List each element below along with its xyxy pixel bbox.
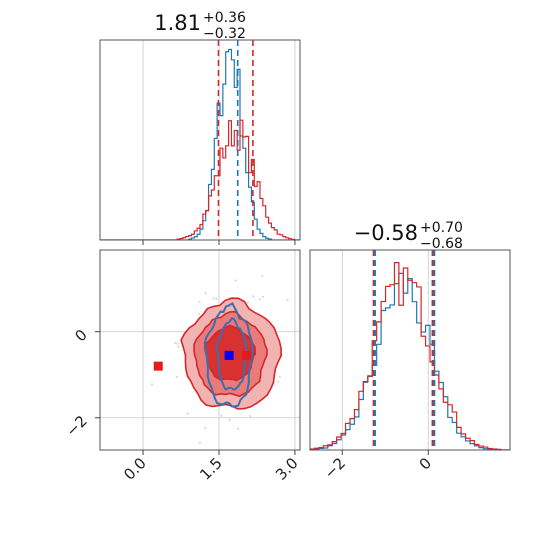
scatter-point — [236, 427, 240, 430]
contour-blue-1 — [215, 317, 248, 391]
marker-point-2 — [242, 350, 252, 360]
scatter-point — [234, 279, 237, 282]
scatter-point — [212, 297, 215, 300]
scatter-point — [261, 295, 265, 299]
right-histogram-frame — [309, 249, 511, 451]
scatter-point — [301, 327, 303, 329]
hist-top-series-1 — [100, 119, 300, 240]
hist-right-series-0 — [310, 272, 510, 450]
joint-y-tick-label: −2 — [62, 412, 90, 440]
param2-title-plus: +0.70 — [420, 220, 463, 236]
param1-title-median: 1.81 — [154, 11, 201, 35]
scatter-point — [277, 380, 280, 383]
scatter-point — [228, 418, 231, 422]
scatter-point — [286, 298, 289, 302]
scatter-point — [246, 301, 250, 304]
scatter-point — [197, 312, 201, 316]
scatter-point — [198, 441, 202, 444]
param2-title: −0.58 +0.70−0.68 — [354, 220, 463, 252]
joint-y-tick-label: 0 — [71, 326, 90, 345]
scatter-point — [278, 375, 282, 379]
param1-title: 1.81 +0.36−0.32 — [154, 10, 246, 42]
right-x-tick-label: −2 — [321, 454, 349, 482]
scatter-point — [258, 298, 262, 301]
scatter-point — [198, 300, 201, 304]
joint-x-tick-label: 1.5 — [196, 454, 226, 484]
marker-point-1 — [224, 350, 234, 360]
joint-x-tick-label: 3.0 — [272, 454, 302, 484]
joint-x-tick-label: 0.0 — [120, 454, 150, 484]
scatter-point — [176, 342, 179, 345]
scatter-point — [177, 345, 180, 348]
param2-title-median: −0.58 — [354, 221, 418, 245]
hist-right-series-1 — [310, 262, 510, 450]
scatter-point — [249, 414, 252, 418]
scatter-point — [220, 414, 223, 417]
contour-blue-0 — [203, 301, 254, 408]
scatter-point — [306, 318, 308, 320]
marker-point-0 — [153, 361, 163, 371]
top-histogram-frame — [99, 39, 301, 241]
param2-title-minus: −0.68 — [420, 236, 463, 252]
right-x-tick-label: 0 — [416, 454, 435, 473]
scatter-point — [175, 375, 179, 378]
scatter-point — [252, 295, 255, 298]
scatter-point — [204, 426, 207, 430]
scatter-point — [204, 291, 207, 295]
joint-panel-frame — [99, 249, 301, 451]
scatter-point — [215, 297, 218, 301]
scatter-point — [174, 341, 177, 345]
scatter-point — [150, 383, 154, 386]
scatter-point — [261, 274, 264, 278]
scatter-point — [186, 412, 189, 415]
param1-title-minus: −0.32 — [203, 26, 246, 42]
hist-top-series-0 — [100, 48, 300, 240]
param1-title-plus: +0.36 — [203, 10, 246, 26]
